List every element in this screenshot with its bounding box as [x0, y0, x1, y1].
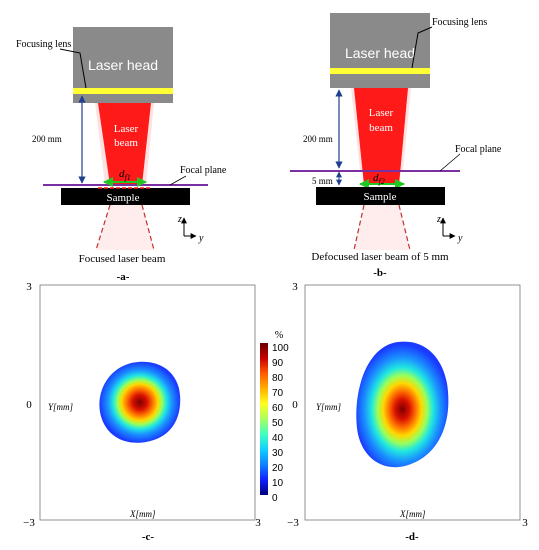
sample-label-b: Sample: [364, 191, 397, 203]
tick-bottom-c: −3: [23, 517, 35, 529]
panel-label-d: -d-: [405, 531, 419, 543]
beam-below-glow-a: [96, 205, 154, 250]
panel-a: Laser head Focusing lens Laser beam 200 …: [16, 27, 227, 283]
colorbar-tick-50: 50: [272, 418, 284, 429]
beam-spot-d: [356, 341, 449, 468]
laser-beam-label-b-1: Laser: [369, 107, 394, 119]
tick-bottom-d: −3: [287, 517, 299, 529]
colorbar-tick-10: 10: [272, 478, 284, 489]
colorbar-tick-80: 80: [272, 373, 284, 384]
panel-label-a: -a-: [117, 271, 130, 283]
focusing-lens-b: [330, 68, 430, 74]
spot-size-label-b: df2: [373, 172, 385, 186]
distance-label-b: 200 mm: [303, 134, 333, 144]
colorbar-unit: %: [275, 330, 283, 341]
sample-b: [316, 187, 445, 205]
axis-z-a: z: [177, 214, 182, 225]
panel-b: Laser head Focusing lens Laser beam 200 …: [290, 13, 502, 279]
panel-d: 3 0 −3 3 Y[mm] X[mm] -d-: [287, 281, 528, 543]
offset-label-b: 5 mm: [312, 176, 333, 186]
beam-below-glow-b: [354, 205, 410, 250]
panel-c: 3 0 −3 3 Y[mm] X[mm] -c-: [23, 281, 261, 543]
focusing-lens-label-a: Focusing lens: [16, 39, 71, 50]
beam-caption-b: Defocused laser beam of 5 mm: [311, 251, 449, 263]
tick-top-c: 3: [26, 281, 32, 293]
laser-beam-a: [98, 103, 151, 185]
x-axis-label-c: X[mm]: [129, 509, 156, 519]
tick-right-c: 3: [255, 517, 261, 529]
axis-z-b: z: [436, 214, 441, 225]
tick-top-d: 3: [292, 281, 298, 293]
beam-caption-a: Focused laser beam: [79, 253, 166, 265]
panel-label-c: -c-: [142, 531, 155, 543]
colorbar-tick-40: 40: [272, 433, 284, 444]
x-axis-label-d: X[mm]: [399, 509, 426, 519]
colorbar-gradient: [260, 343, 268, 495]
laser-beam-b: [354, 88, 408, 185]
tick-mid-c: 0: [26, 399, 32, 411]
laser-beam-label-a-1: Laser: [114, 123, 139, 135]
focal-plane-label-a: Focal plane: [180, 165, 227, 176]
focusing-lens-leader-a: [59, 48, 87, 89]
spot-size-label-a: df1: [119, 168, 131, 182]
laser-head-base-a: [73, 94, 173, 103]
tick-mid-d: 0: [292, 399, 298, 411]
laser-head-label-a: Laser head: [88, 57, 158, 73]
colorbar-tick-30: 30: [272, 448, 284, 459]
tick-right-d: 3: [522, 517, 528, 529]
axis-y-b: y: [457, 233, 463, 244]
focusing-lens-leader-b: [411, 26, 433, 69]
colorbar-tick-100: 100: [272, 343, 289, 354]
laser-head-label-b: Laser head: [345, 45, 415, 61]
colorbar-tick-70: 70: [272, 388, 284, 399]
axis-y-a: y: [198, 233, 204, 244]
sample-label-a: Sample: [107, 192, 140, 204]
laser-head-base-b: [330, 74, 430, 88]
focusing-lens-label-b: Focusing lens: [432, 17, 487, 28]
panel-label-b: -b-: [373, 267, 387, 279]
focusing-lens-a: [73, 88, 173, 94]
laser-beam-label-a-2: beam: [114, 137, 138, 149]
colorbar: % 100 90 80 70 60 50 40 30 20 10 0: [260, 330, 289, 504]
sample-a: [61, 188, 190, 205]
colorbar-tick-90: 90: [272, 358, 284, 369]
y-axis-label-d: Y[mm]: [316, 402, 342, 412]
colorbar-tick-60: 60: [272, 403, 284, 414]
colorbar-tick-0: 0: [272, 493, 278, 504]
laser-head-a: [73, 27, 173, 88]
focal-plane-leader-a: [169, 175, 187, 186]
focal-plane-label-b: Focal plane: [455, 144, 502, 155]
distance-label-a: 200 mm: [32, 134, 62, 144]
focal-plane-leader-b: [439, 153, 461, 172]
beam-spot-c: [99, 361, 181, 443]
laser-beam-label-b-2: beam: [369, 122, 393, 134]
y-axis-label-c: Y[mm]: [48, 402, 74, 412]
colorbar-tick-20: 20: [272, 463, 284, 474]
